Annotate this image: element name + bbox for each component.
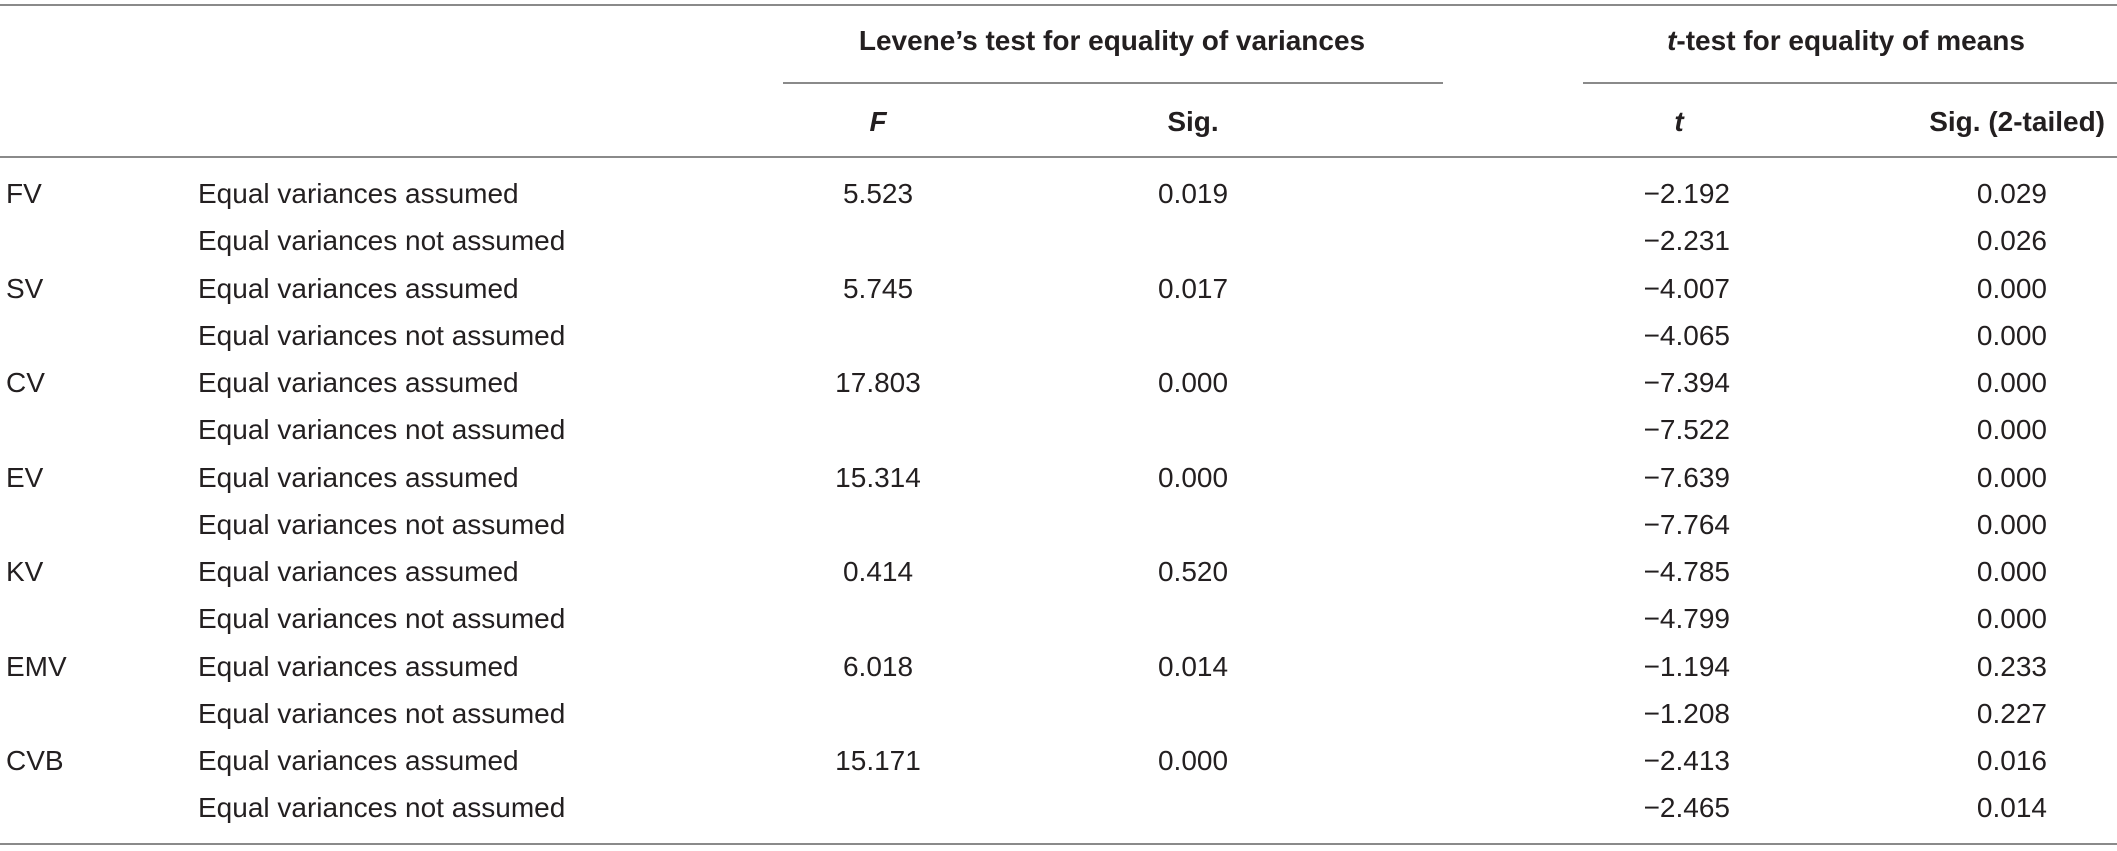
t-value-cell: −7.639 (1643, 462, 1730, 493)
variable-cell: CV (6, 367, 45, 398)
sig-2-tailed-cell: 0.029 (1976, 178, 2047, 209)
t-value-cell: −2.413 (1643, 745, 1730, 776)
levene-group-header: Levene’s test for equality of variances (858, 25, 1366, 56)
sig-2-tailed-cell: 0.000 (1976, 462, 2047, 493)
t-value-cell: −1.208 (1643, 698, 1730, 729)
levene-group-underline (783, 82, 1443, 84)
variance-label-cell: Equal variances assumed (198, 462, 519, 493)
sig-2-tailed-cell: 0.000 (1976, 414, 2047, 445)
sig-2-tailed-cell: 0.233 (1976, 651, 2047, 682)
variance-label-cell: Equal variances not assumed (198, 698, 566, 729)
variable-cell: EMV (6, 651, 67, 682)
variance-label-cell: Equal variances assumed (198, 651, 519, 682)
column-header-sig-2-tailed: Sig. (2-tailed) (1929, 106, 2105, 137)
t-value-cell: −4.785 (1643, 556, 1730, 587)
header-bottom-rule (0, 156, 2117, 158)
t-value-cell: −4.007 (1643, 273, 1730, 304)
t-value-cell: −7.394 (1643, 367, 1730, 398)
variance-label-cell: Equal variances assumed (198, 556, 519, 587)
column-header-sig: Sig. (1167, 106, 1219, 137)
sig-2-tailed-cell: 0.000 (1976, 509, 2047, 540)
variable-cell: KV (6, 556, 44, 587)
sig-2-tailed-cell: 0.016 (1976, 745, 2047, 776)
f-value-cell: 15.314 (835, 462, 921, 493)
f-value-cell: 17.803 (835, 367, 921, 398)
t-value-cell: −2.465 (1643, 792, 1730, 823)
sig-2-tailed-cell: 0.026 (1976, 225, 2047, 256)
t-value-cell: −4.065 (1643, 320, 1730, 351)
variance-label-cell: Equal variances not assumed (198, 509, 566, 540)
variable-cell: CVB (6, 745, 64, 776)
sig-2-tailed-cell: 0.014 (1976, 792, 2047, 823)
sig-value-cell: 0.000 (1157, 745, 1229, 776)
t-value-cell: −7.764 (1643, 509, 1730, 540)
sig-value-cell: 0.520 (1157, 556, 1229, 587)
variance-label-cell: Equal variances not assumed (198, 603, 566, 634)
sig-2-tailed-cell: 0.000 (1976, 273, 2047, 304)
sig-value-cell: 0.019 (1157, 178, 1229, 209)
t-value-cell: −1.194 (1643, 651, 1730, 682)
variable-cell: EV (6, 462, 44, 493)
ttest-group-underline (1583, 82, 2117, 84)
variance-label-cell: Equal variances not assumed (198, 414, 566, 445)
column-header-f: F (869, 106, 887, 137)
sig-value-cell: 0.014 (1157, 651, 1229, 682)
table-top-rule (0, 4, 2117, 6)
table-bottom-rule (0, 843, 2117, 845)
variable-cell: FV (6, 178, 42, 209)
sig-value-cell: 0.000 (1157, 367, 1229, 398)
sig-2-tailed-cell: 0.227 (1976, 698, 2047, 729)
variance-label-cell: Equal variances assumed (198, 745, 519, 776)
variable-cell: SV (6, 273, 44, 304)
ttest-group-t-italic: t (1667, 25, 1677, 56)
f-value-cell: 15.171 (835, 745, 921, 776)
sig-value-cell: 0.000 (1157, 462, 1229, 493)
variance-label-cell: Equal variances assumed (198, 367, 519, 398)
variance-label-cell: Equal variances not assumed (198, 225, 566, 256)
variance-label-cell: Equal variances assumed (198, 273, 519, 304)
f-value-cell: 5.745 (842, 273, 914, 304)
variance-label-cell: Equal variances not assumed (198, 320, 566, 351)
sig-2-tailed-cell: 0.000 (1976, 556, 2047, 587)
variance-label-cell: Equal variances not assumed (198, 792, 566, 823)
sig-2-tailed-cell: 0.000 (1976, 367, 2047, 398)
ttest-group-text: -test for equality of means (1676, 25, 2025, 56)
f-value-cell: 5.523 (842, 178, 914, 209)
f-value-cell: 6.018 (842, 651, 914, 682)
t-value-cell: −7.522 (1643, 414, 1730, 445)
t-value-cell: −2.192 (1643, 178, 1730, 209)
variance-label-cell: Equal variances assumed (198, 178, 519, 209)
t-value-cell: −2.231 (1643, 225, 1730, 256)
sig-2-tailed-cell: 0.000 (1976, 603, 2047, 634)
sig-2-tailed-cell: 0.000 (1976, 320, 2047, 351)
column-header-t: t (1674, 106, 1684, 137)
sig-value-cell: 0.017 (1157, 273, 1229, 304)
t-value-cell: −4.799 (1643, 603, 1730, 634)
f-value-cell: 0.414 (842, 556, 914, 587)
ttest-group-header: t-test for equality of means (1667, 27, 2025, 55)
